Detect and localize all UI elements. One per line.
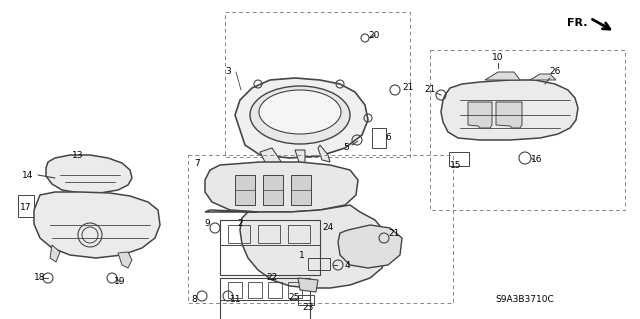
Bar <box>258 225 280 243</box>
Bar <box>372 128 386 148</box>
Polygon shape <box>235 175 255 205</box>
Polygon shape <box>118 252 132 268</box>
Text: 4: 4 <box>344 261 350 270</box>
Text: 21: 21 <box>388 229 400 239</box>
Text: 18: 18 <box>35 273 45 283</box>
Text: 5: 5 <box>343 144 349 152</box>
Polygon shape <box>260 148 285 170</box>
Bar <box>449 152 469 166</box>
Bar <box>18 195 34 217</box>
Bar <box>188 155 453 303</box>
Text: 13: 13 <box>72 151 84 160</box>
Bar <box>298 295 314 305</box>
Text: 17: 17 <box>20 203 32 211</box>
Text: 23: 23 <box>302 303 314 313</box>
Text: 7: 7 <box>194 159 200 167</box>
Text: 19: 19 <box>115 278 125 286</box>
Polygon shape <box>235 78 368 158</box>
Text: 8: 8 <box>191 295 197 305</box>
Text: 14: 14 <box>22 170 34 180</box>
Text: 2: 2 <box>237 219 243 228</box>
Bar <box>228 225 250 243</box>
Polygon shape <box>338 225 402 268</box>
Text: S9A3B3710C: S9A3B3710C <box>495 295 554 305</box>
Bar <box>288 282 302 298</box>
Text: 20: 20 <box>368 31 380 40</box>
Polygon shape <box>263 175 283 205</box>
Bar <box>220 220 320 275</box>
Polygon shape <box>485 72 520 80</box>
Bar <box>430 50 625 210</box>
Text: 9: 9 <box>204 219 210 228</box>
Bar <box>220 278 310 319</box>
Polygon shape <box>50 245 60 262</box>
Text: 15: 15 <box>451 160 461 169</box>
Text: 1: 1 <box>299 251 305 261</box>
Text: 24: 24 <box>323 224 333 233</box>
Polygon shape <box>295 150 305 165</box>
Text: 22: 22 <box>266 273 278 283</box>
Polygon shape <box>34 192 160 258</box>
Text: 21: 21 <box>403 84 413 93</box>
Ellipse shape <box>259 90 341 134</box>
Bar <box>308 258 330 270</box>
Text: 3: 3 <box>225 68 231 77</box>
Polygon shape <box>298 278 318 292</box>
Text: 25: 25 <box>288 293 300 302</box>
Text: 16: 16 <box>531 155 543 165</box>
Text: FR.: FR. <box>567 18 588 28</box>
Text: 26: 26 <box>549 68 561 77</box>
Bar <box>288 225 310 243</box>
Bar <box>248 282 262 298</box>
Bar <box>228 282 242 298</box>
Polygon shape <box>468 102 492 128</box>
Text: 21: 21 <box>424 85 436 94</box>
Ellipse shape <box>250 86 350 144</box>
Polygon shape <box>291 175 311 205</box>
Polygon shape <box>205 162 358 212</box>
Text: 11: 11 <box>230 295 242 305</box>
Bar <box>225 12 410 157</box>
Polygon shape <box>318 145 330 162</box>
Text: 6: 6 <box>385 133 391 143</box>
Polygon shape <box>496 102 522 128</box>
Polygon shape <box>441 80 578 140</box>
Bar <box>268 282 282 298</box>
Text: 10: 10 <box>492 54 504 63</box>
Polygon shape <box>205 205 388 288</box>
Polygon shape <box>530 74 556 80</box>
Polygon shape <box>46 155 132 193</box>
